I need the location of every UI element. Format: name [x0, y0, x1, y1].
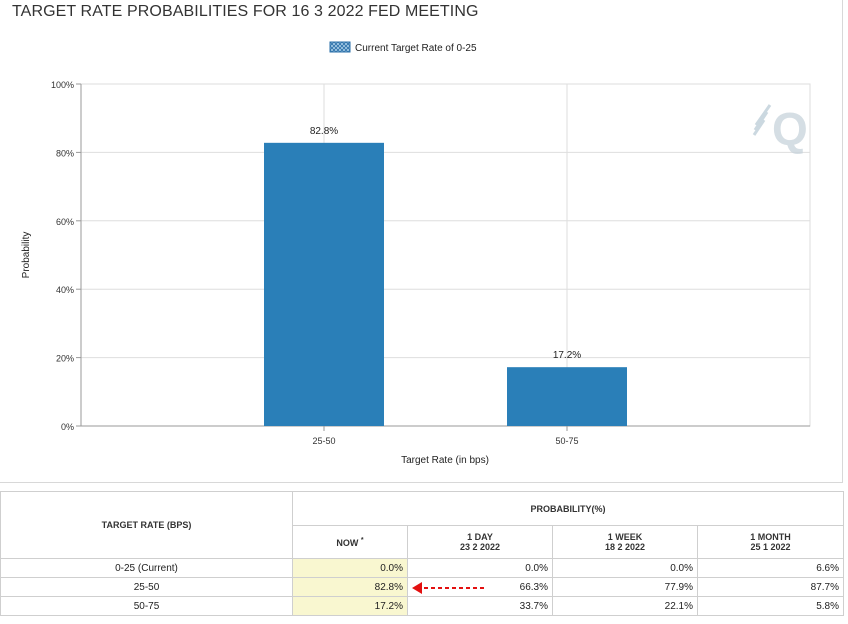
plot-area	[80, 83, 811, 427]
table-row: 25-50 82.8% 66.3% 77.9% 87.7%	[0, 577, 844, 597]
row-now: 17.2%	[292, 596, 408, 616]
col-1day-header: 1 DAY 23 2 2022	[407, 525, 553, 559]
col-1month-label: 1 MONTH	[750, 532, 791, 542]
row-1month: 5.8%	[697, 596, 844, 616]
y-tick-label: 80%	[56, 148, 74, 158]
col-1week-date: 18 2 2022	[604, 542, 646, 552]
red-arrow-indicator	[412, 582, 486, 594]
bar-25-50	[264, 142, 384, 426]
col-now-marker: *	[360, 536, 364, 544]
row-1day: 33.7%	[407, 596, 553, 616]
row-1week: 77.9%	[552, 577, 698, 597]
col-1month-header: 1 MONTH 25 1 2022	[697, 525, 844, 559]
bar-50-75	[507, 367, 627, 426]
col-1week-header: 1 WEEK 18 2 2022	[552, 525, 698, 559]
chart-legend: Current Target Rate of 0-25	[329, 41, 477, 54]
table-row: 0-25 (Current) 0.0% 0.0% 0.0% 6.6%	[0, 558, 844, 578]
watermark-stripes	[752, 104, 772, 136]
col-1month-date: 25 1 2022	[750, 542, 791, 552]
row-rate: 0-25 (Current)	[0, 558, 293, 578]
legend-swatch	[329, 41, 351, 53]
legend-label: Current Target Rate of 0-25	[355, 43, 477, 54]
col-1week-label: 1 WEEK	[607, 532, 643, 542]
row-1week: 22.1%	[552, 596, 698, 616]
y-axis-title: Probability	[21, 232, 32, 279]
page-title: TARGET RATE PROBABILITIES FOR 16 3 2022 …	[12, 3, 479, 20]
y-tick-label: 0%	[61, 422, 74, 432]
row-1day-value: 66.3%	[519, 581, 548, 593]
row-1day: 0.0%	[407, 558, 553, 578]
col-now-header: NOW *	[292, 525, 408, 559]
row-1day: 66.3%	[407, 577, 553, 597]
data-label: 82.8%	[310, 126, 338, 137]
chart-panel	[0, 0, 843, 483]
probability-header: PROBABILITY(%)	[292, 491, 844, 526]
col-1day-date: 23 2 2022	[459, 542, 501, 552]
x-tick-label: 50-75	[555, 436, 578, 446]
y-tick-label: 60%	[56, 217, 74, 227]
arrow-head	[412, 582, 422, 594]
row-rate: 50-75	[0, 596, 293, 616]
y-tick-label: 100%	[51, 80, 74, 90]
x-tick-label: 25-50	[312, 436, 335, 446]
row-now: 0.0%	[292, 558, 408, 578]
row-1month: 87.7%	[697, 577, 844, 597]
watermark-logo: Q	[752, 103, 808, 155]
table-row: 50-75 17.2% 33.7% 22.1% 5.8%	[0, 596, 844, 616]
col-now-label: NOW	[336, 537, 359, 548]
row-1month: 6.6%	[697, 558, 844, 578]
probability-table: TARGET RATE (BPS) PROBABILITY(%) NOW * 1…	[0, 491, 844, 616]
row-rate: 25-50	[0, 577, 293, 597]
data-label: 17.2%	[553, 350, 581, 361]
y-tick-label: 40%	[56, 285, 74, 295]
row-1week: 0.0%	[552, 558, 698, 578]
col-1day-label: 1 DAY	[467, 532, 493, 542]
watermark-q: Q	[772, 103, 808, 155]
y-tick-label: 20%	[56, 354, 74, 364]
x-axis-title: Target Rate (in bps)	[401, 455, 489, 466]
bar-chart: 0%20%40%60%80%100%25-50 50-75 82.8%17.2% …	[21, 41, 811, 466]
row-now: 82.8%	[292, 577, 408, 597]
target-rate-header: TARGET RATE (BPS)	[0, 491, 293, 559]
